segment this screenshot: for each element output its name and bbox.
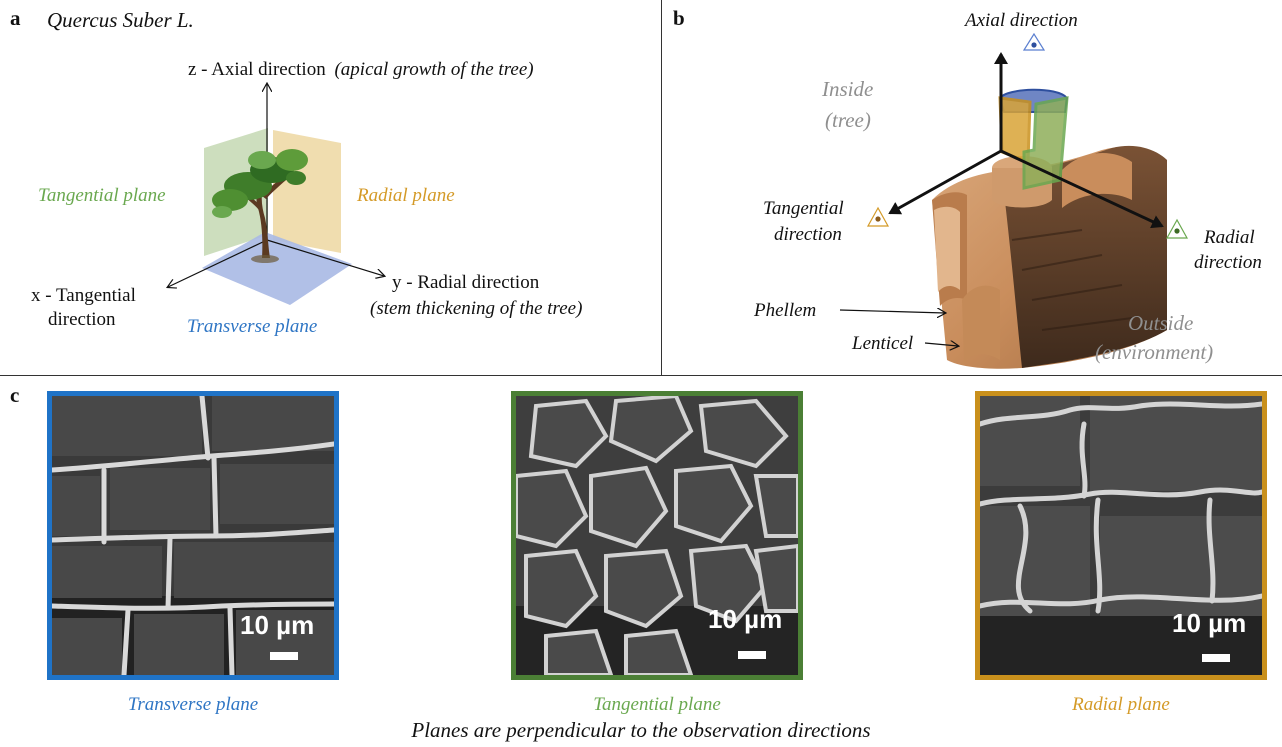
x-axis-label-line2: direction <box>48 309 116 330</box>
phellem-label: Phellem <box>754 300 817 321</box>
scale-label-radial: 10 µm <box>1172 608 1247 638</box>
panel-c-footer: Planes are perpendicular to the observat… <box>411 718 871 742</box>
radial-cell-texture <box>980 396 1262 675</box>
tangential-direction-label-line2: direction <box>774 224 842 245</box>
radial-direction-arrow <box>1000 149 1164 229</box>
tangential-direction-label-line1: Tangential <box>763 198 844 219</box>
z-axis-label: z - Axial direction (apical growth of th… <box>188 58 534 82</box>
scale-bar-tangential <box>738 651 766 659</box>
panel-a-title: Quercus Suber L. <box>47 8 194 32</box>
radial-plane-label: Radial plane <box>357 185 455 206</box>
scale-bar-transverse <box>270 652 298 660</box>
scale-label-transverse: 10 µm <box>240 610 315 640</box>
sem-image-radial: 10 µm <box>975 391 1267 680</box>
radial-direction-label-line2: direction <box>1194 252 1262 273</box>
axial-observer-icon <box>1022 32 1046 51</box>
transverse-plane-shape <box>202 232 352 305</box>
tangential-observer-icon <box>866 206 890 227</box>
lenticel-arrow <box>924 343 958 346</box>
phellem-arrow <box>839 310 945 313</box>
z-axis-note: (apical growth of the tree) <box>334 59 534 80</box>
radial-observer-icon <box>1165 218 1189 239</box>
tangential-direction-arrow <box>888 149 1002 215</box>
x-axis-label-line1: x - Tangential <box>31 285 136 306</box>
vertical-divider <box>661 0 662 376</box>
radial-plane-shape <box>273 130 341 253</box>
tangential-cell-texture <box>516 396 798 675</box>
x-axis-arrow <box>168 239 268 287</box>
outside-label-line2: (environment) <box>1095 340 1214 364</box>
scale-bar-radial <box>1202 654 1230 662</box>
inside-label-line1: Inside <box>822 77 874 101</box>
caption-tangential: Tangential plane <box>593 694 721 715</box>
panel-b-letter: b <box>673 6 685 30</box>
tree-illustration <box>212 149 308 263</box>
transverse-cell-texture <box>52 396 334 675</box>
y-axis-note: (stem thickening of the tree) <box>370 298 583 319</box>
transverse-plane-label: Transverse plane <box>187 316 318 337</box>
lenticel-label: Lenticel <box>852 333 914 354</box>
y-axis-arrow <box>266 239 384 276</box>
sem-image-transverse: 10 µm <box>47 391 339 680</box>
panel-a-diagram <box>0 0 660 305</box>
outside-label-line1: Outside <box>1128 311 1194 335</box>
scale-label-tangential: 10 µm <box>708 604 783 634</box>
inside-label-line2: (tree) <box>825 108 871 132</box>
sem-image-tangential: 10 µm <box>511 391 803 680</box>
caption-radial: Radial plane <box>1072 694 1170 715</box>
z-axis-text: z - Axial direction <box>188 59 326 80</box>
radial-direction-label-line1: Radial <box>1204 227 1255 248</box>
panel-b-diagram <box>839 32 1189 369</box>
panel-c-letter: c <box>10 383 20 407</box>
horizontal-divider <box>0 375 1282 376</box>
tangential-plane-label: Tangential plane <box>38 185 166 206</box>
panel-a-letter: a <box>10 6 21 30</box>
axial-direction-label: Axial direction <box>965 10 1078 31</box>
caption-transverse: Transverse plane <box>127 694 259 715</box>
y-axis-label: y - Radial direction <box>392 272 540 293</box>
